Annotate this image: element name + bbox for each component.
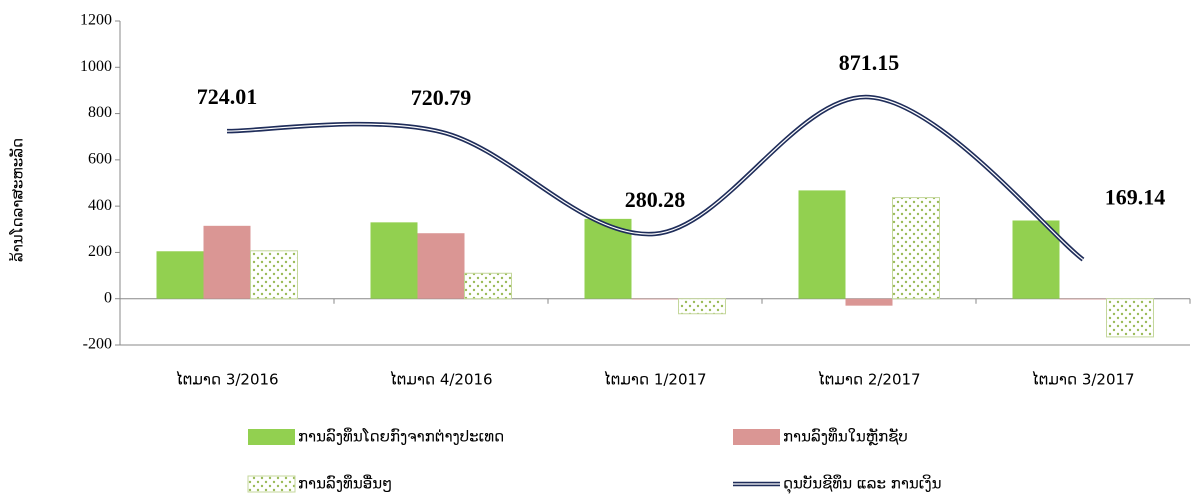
x-tick-label: ໄຕມາດ 3/2016: [175, 370, 278, 389]
y-tick-label: 400: [88, 197, 112, 214]
bar: [464, 272, 512, 300]
data-label: 169.14: [1105, 185, 1166, 210]
bar: [1059, 298, 1107, 300]
legend-label: ການລົງທຶນໂດຍກົງຈາກຕ່າງປະເທດ: [298, 426, 504, 445]
x-tick-label: ໄຕມາດ 1/2017: [603, 370, 706, 389]
bar: [203, 225, 251, 299]
x-tick-label: ໄຕມາດ 4/2016: [389, 370, 492, 389]
legend-swatch: [247, 475, 296, 493]
bar: [370, 222, 418, 299]
legend-label: ການລົງທຶນໃນຫຼັກຊັບ: [783, 426, 908, 445]
bar: [631, 298, 679, 300]
line-highlight: [226, 96, 1084, 261]
y-tick-label: 1000: [80, 58, 112, 75]
y-tick-label: -200: [83, 336, 112, 353]
legend-label: ດຸນບັນຊີທຶນ ແລະ ການເງິນ: [783, 473, 942, 494]
bar: [798, 190, 846, 299]
y-axis-label: ລ້ານໂດລາສະຫະລັດ: [7, 138, 26, 262]
legend-swatch: [248, 429, 295, 445]
y-tick-label: 1200: [80, 12, 112, 29]
y-tick-label: 800: [88, 104, 112, 121]
bar: [892, 197, 940, 300]
x-tick-label: ໄຕມາດ 2/2017: [817, 370, 920, 389]
bar: [845, 298, 893, 306]
bar: [1106, 298, 1154, 338]
legend-swatch: [733, 429, 780, 445]
bar: [250, 250, 298, 300]
y-tick-label: 200: [88, 243, 112, 260]
legend-label: ການລົງທຶນອື່ນໆ: [298, 473, 392, 492]
bar: [156, 251, 204, 299]
x-tick-label: ໄຕມາດ 3/2017: [1031, 370, 1134, 389]
data-label: 871.15: [839, 50, 900, 75]
bar: [417, 233, 465, 299]
bar: [678, 298, 726, 315]
data-label: 280.28: [625, 187, 686, 212]
line: [226, 94, 1085, 262]
data-label: 720.79: [411, 85, 472, 110]
data-label: 724.01: [197, 84, 258, 109]
y-tick-label: 0: [104, 289, 112, 306]
y-tick-label: 600: [88, 151, 112, 168]
